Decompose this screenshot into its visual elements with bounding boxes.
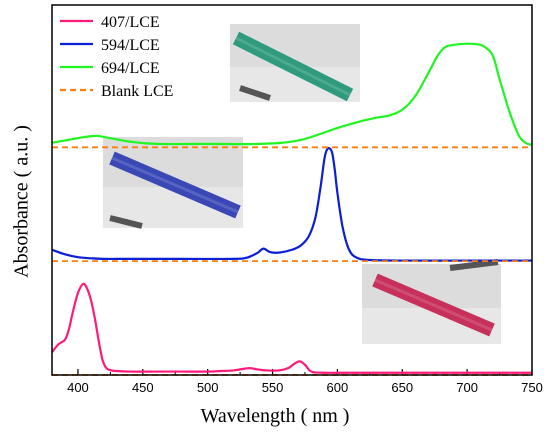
lce-strip [109,151,241,219]
x-tick-label: 700 [456,380,478,395]
strip-highlight [374,278,493,332]
strip-highlight [235,36,351,97]
inset-photo [230,24,360,102]
x-tick-label: 650 [391,380,413,395]
plot-frame [51,4,533,376]
photo-clamp [109,215,143,229]
series-line-594-lce [51,147,532,262]
series-line-407-lce [51,282,532,374]
legend-label: Blank LCE [101,83,173,100]
legend-label: 407/LCE [101,14,160,31]
x-axis-label: Wavelength ( nm ) [200,405,350,427]
inset-photo [362,259,501,344]
legend: 407/LCE 594/LCE 694/LCE Blank LCE [60,14,173,100]
series-line-694-lce [51,42,533,147]
lce-strip [372,273,495,337]
x-tick-label: 450 [132,380,154,395]
photo-clamp [449,259,499,271]
legend-label: 594/LCE [101,37,160,54]
x-tick-label: 550 [262,380,284,395]
lce-strip [232,31,354,102]
tick-labels: 400 450 500 550 600 650 700 750 [67,380,543,395]
x-tick-label: 400 [67,380,89,395]
x-tick-label: 750 [521,380,543,395]
x-tick-label: 500 [197,380,219,395]
photo-clamp [239,85,271,101]
y-axis-label: Absorbance ( a.u. ) [10,125,33,278]
x-tick-label: 600 [327,380,349,395]
strip-highlight [111,156,239,214]
legend-label: 694/LCE [101,60,160,77]
inset-photos [103,24,501,344]
inset-photo [103,137,243,229]
